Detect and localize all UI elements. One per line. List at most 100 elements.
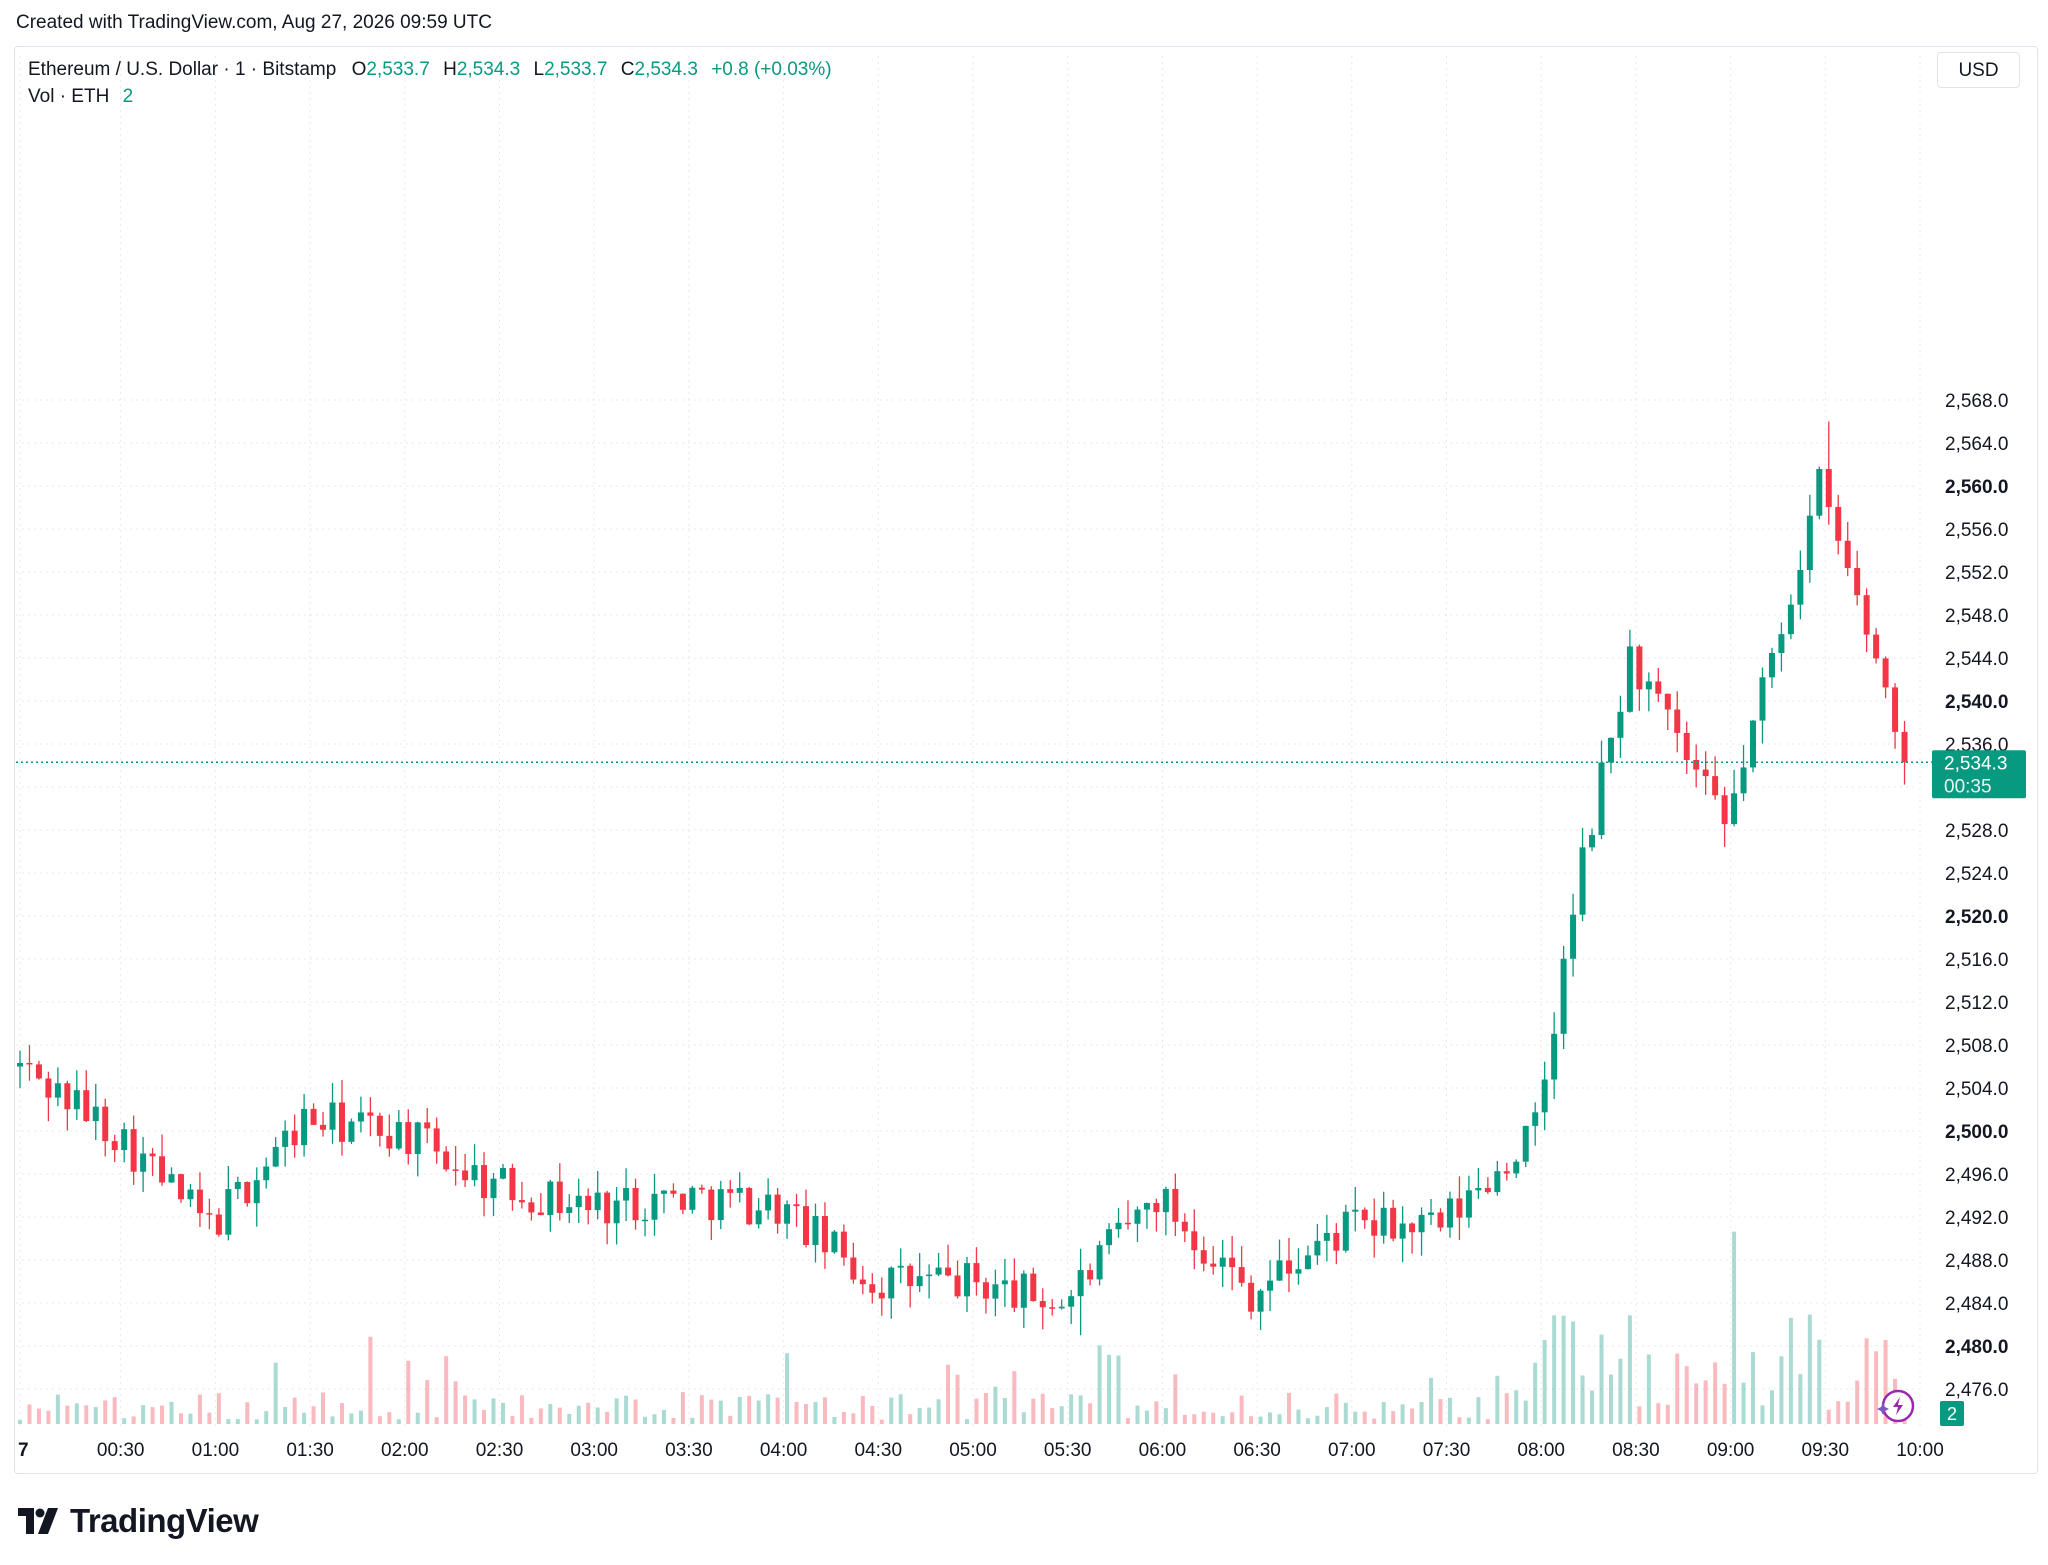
volume-badge: 2 bbox=[1940, 1401, 1964, 1426]
y-tick-label: 2,496.0 bbox=[1945, 1165, 2008, 1186]
candle bbox=[253, 1167, 260, 1227]
candle bbox=[168, 1167, 175, 1183]
countdown-timer: 00:35 bbox=[1944, 776, 1992, 797]
y-tick-label: 2,512.0 bbox=[1945, 993, 2008, 1014]
volume-bar bbox=[1201, 1411, 1206, 1424]
high-value: 2,534.3 bbox=[456, 59, 521, 80]
candle bbox=[1825, 421, 1832, 525]
candle bbox=[1248, 1275, 1255, 1320]
volume-bar bbox=[1798, 1374, 1803, 1424]
open-value: 2,533.7 bbox=[366, 59, 430, 80]
chart-frame[interactable] bbox=[14, 46, 2038, 1474]
x-tick-label: 10:00 bbox=[1896, 1440, 1944, 1461]
volume-bar bbox=[1580, 1375, 1585, 1424]
volume-bar bbox=[908, 1414, 913, 1424]
candle bbox=[528, 1197, 535, 1221]
candle bbox=[140, 1136, 147, 1192]
y-tick-label: 2,516.0 bbox=[1945, 950, 2008, 971]
volume-bar bbox=[557, 1407, 562, 1424]
volume-bar bbox=[1125, 1418, 1130, 1424]
candle bbox=[83, 1070, 90, 1123]
volume-bar bbox=[1741, 1382, 1746, 1424]
volume-bar bbox=[160, 1405, 165, 1424]
candle bbox=[1617, 695, 1624, 758]
volume-bar bbox=[1561, 1315, 1566, 1424]
x-tick-label: 01:00 bbox=[192, 1440, 240, 1461]
volume-bar bbox=[1769, 1390, 1774, 1424]
volume-bar bbox=[1751, 1352, 1756, 1424]
volume-bar bbox=[396, 1419, 401, 1424]
volume-bar bbox=[766, 1394, 771, 1424]
volume-bar bbox=[841, 1411, 846, 1424]
volume-bar bbox=[216, 1393, 221, 1424]
volume-bar bbox=[1732, 1231, 1737, 1424]
volume-bar bbox=[1495, 1375, 1500, 1424]
volume-bar bbox=[680, 1392, 685, 1424]
volume-bar bbox=[444, 1356, 449, 1424]
candle bbox=[263, 1157, 270, 1189]
volume-bar bbox=[500, 1402, 505, 1424]
volume-bar bbox=[1362, 1411, 1367, 1424]
x-tick-label: 09:00 bbox=[1707, 1440, 1755, 1461]
candle bbox=[1816, 466, 1823, 520]
volume-bar bbox=[1116, 1355, 1121, 1424]
candle bbox=[320, 1112, 327, 1137]
volume-bar bbox=[207, 1412, 212, 1424]
volume-bar bbox=[387, 1412, 392, 1424]
y-tick-label: 2,488.0 bbox=[1945, 1251, 2008, 1272]
candle bbox=[1238, 1246, 1245, 1287]
candle bbox=[1778, 622, 1785, 672]
volume-bar bbox=[122, 1418, 127, 1424]
candle bbox=[575, 1178, 582, 1224]
volume-bar bbox=[1419, 1401, 1424, 1424]
volume-bar bbox=[605, 1411, 610, 1424]
candle bbox=[206, 1198, 213, 1230]
y-tick-label: 2,552.0 bbox=[1945, 563, 2008, 584]
volume-bar bbox=[368, 1336, 373, 1424]
volume-bar bbox=[1694, 1383, 1699, 1424]
volume-bar bbox=[1618, 1358, 1623, 1424]
candle bbox=[1484, 1177, 1491, 1194]
candle bbox=[1645, 672, 1652, 712]
candle bbox=[1494, 1160, 1501, 1196]
volume-bar bbox=[425, 1380, 430, 1424]
volume-label[interactable]: Vol · ETH bbox=[28, 86, 110, 107]
volume-bar bbox=[463, 1395, 468, 1424]
volume-bar bbox=[18, 1419, 22, 1424]
candle bbox=[1276, 1239, 1283, 1281]
volume-bar bbox=[1154, 1401, 1159, 1424]
candle bbox=[26, 1045, 33, 1081]
candle bbox=[623, 1168, 630, 1222]
x-tick-label: 03:30 bbox=[665, 1440, 713, 1461]
y-tick-label: 2,480.0 bbox=[1945, 1337, 2008, 1358]
y-tick-label: 2,564.0 bbox=[1945, 434, 2008, 455]
volume-bar bbox=[292, 1397, 297, 1424]
volume-bar bbox=[1163, 1408, 1168, 1424]
candle bbox=[1806, 494, 1813, 583]
candle bbox=[518, 1181, 525, 1209]
x-tick-label: 05:30 bbox=[1044, 1440, 1092, 1461]
candle bbox=[1446, 1191, 1453, 1238]
volume-bar bbox=[1826, 1409, 1831, 1424]
candle bbox=[935, 1252, 942, 1277]
volume-bar bbox=[1021, 1412, 1026, 1424]
symbol-title[interactable]: Ethereum / U.S. Dollar · 1 · Bitstamp bbox=[28, 59, 337, 80]
flash-icon[interactable] bbox=[1877, 1389, 1915, 1423]
candle bbox=[310, 1103, 317, 1126]
candle bbox=[1854, 550, 1861, 606]
volume-bar bbox=[860, 1395, 865, 1424]
candle bbox=[1011, 1258, 1018, 1313]
volume-bar bbox=[283, 1406, 288, 1424]
volume-bar bbox=[1665, 1404, 1670, 1424]
axes: 2,476.0 2,480.0 2,484.0 2,488.0 2,492.0 2,496… bbox=[18, 391, 2008, 1461]
currency-button[interactable]: USD bbox=[1937, 52, 2020, 88]
candle bbox=[215, 1208, 222, 1237]
volume-bar bbox=[150, 1407, 155, 1424]
volume-bar bbox=[974, 1398, 979, 1424]
volume-row: Vol · ETH 2 bbox=[28, 83, 832, 110]
candle bbox=[964, 1256, 970, 1312]
x-tick-label: 06:30 bbox=[1233, 1440, 1281, 1461]
candle bbox=[405, 1109, 412, 1165]
volume-bar bbox=[1097, 1345, 1102, 1424]
